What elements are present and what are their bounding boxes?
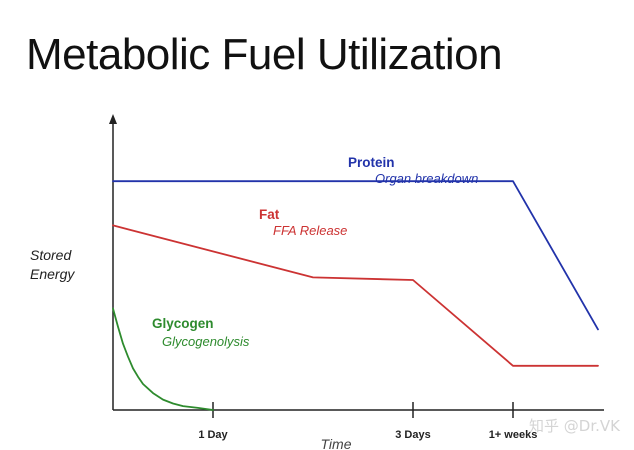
fat-series-name: Fat [259,207,280,222]
fat-line [112,224,599,367]
y-axis-label-line-2: Energy [30,266,75,282]
x-tick-label-1: 3 Days [395,429,430,441]
x-tick-label-2: 1+ weeks [489,429,538,441]
protein-line [112,180,599,331]
glycogen-line [112,307,214,411]
watermark: 知乎 @Dr.VK [529,417,620,435]
y-axis [109,114,117,410]
y-axis-label: Stored Energy [30,246,74,284]
glycogen-series-name: Glycogen [152,316,214,331]
x-tick-label-0: 1 Day [198,429,228,441]
protein-series-subtitle: Organ breakdown [375,171,478,186]
x-axis-label: Time [321,436,352,450]
fat-series-subtitle: FFA Release [273,223,347,238]
y-axis-arrow-icon [109,114,117,124]
page-title: Metabolic Fuel Utilization [26,30,503,79]
protein-series-name: Protein [348,155,395,170]
glycogen-series-subtitle: Glycogenolysis [162,334,250,349]
y-axis-label-line-1: Stored [30,247,72,263]
